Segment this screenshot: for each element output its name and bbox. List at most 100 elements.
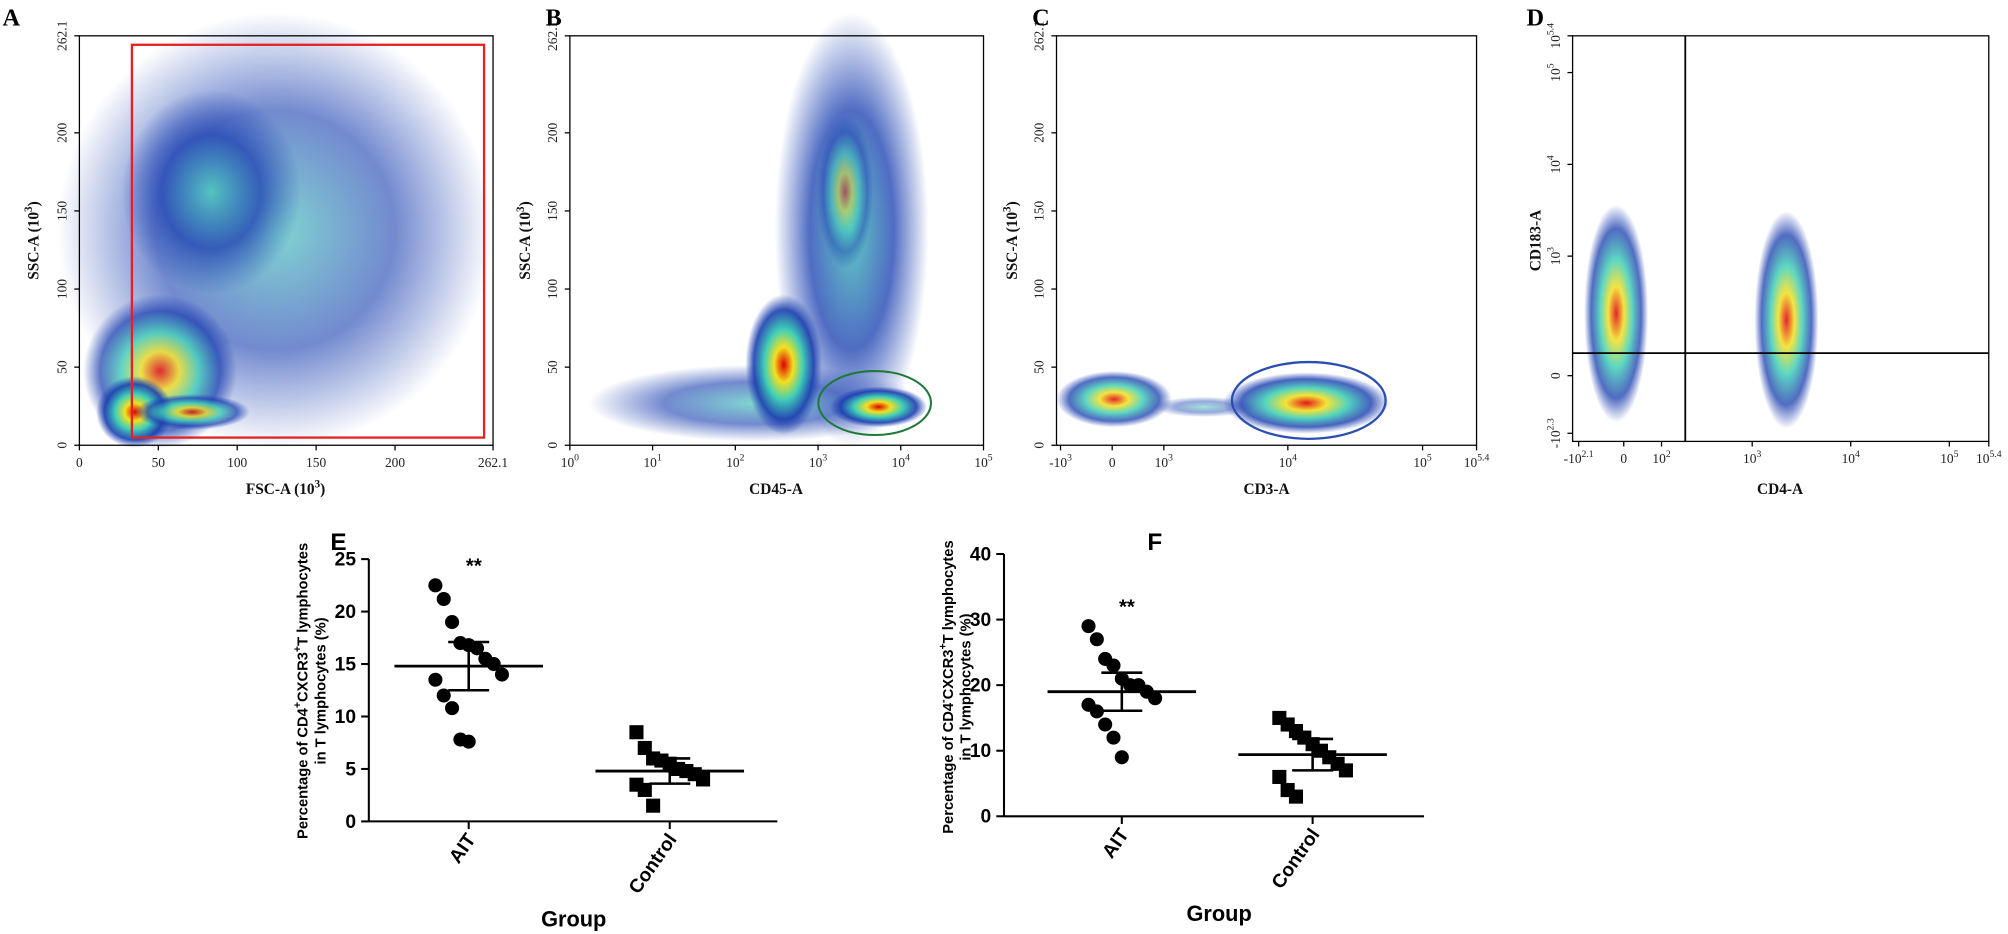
superscript: 2.3	[1545, 418, 1556, 430]
y-tick-label: 0	[1032, 442, 1047, 449]
text-segment: in T lymphocytes (%)	[313, 617, 329, 764]
panel: 0 50 100 150 200 262.1 0 50 100 150 200 262.1 FSC-A …	[3, 5, 509, 498]
x-axis-label: CD45-A	[749, 481, 803, 498]
data-point	[1338, 763, 1353, 778]
y-tick-label: 20	[970, 676, 991, 697]
superscript: +	[292, 702, 304, 708]
panel-letter: F	[1147, 529, 1162, 556]
data-point	[1106, 730, 1121, 745]
x-tick-label: 100	[561, 453, 579, 470]
text-segment: 10	[1279, 455, 1293, 470]
y-axis-label: Percentage of CD4+CXCR3+T lymphocytes	[292, 543, 311, 839]
y-tick-label: 200	[545, 122, 560, 142]
text-segment: 10	[1548, 35, 1563, 49]
text-segment: 10	[1548, 68, 1563, 82]
y-tick-label: 25	[335, 550, 357, 571]
text-segment: T lymphocytes	[295, 543, 311, 646]
data-point	[1098, 717, 1113, 732]
text-segment: )	[1004, 201, 1021, 206]
text-segment: 10	[561, 455, 575, 470]
superscript: 5	[988, 453, 993, 464]
x-tick-label: 101	[643, 453, 661, 470]
x-tick-label: 262.1	[478, 455, 508, 470]
data-point	[1114, 750, 1129, 765]
y-tick-label: 40	[970, 544, 991, 565]
y-tick-label: 15	[335, 654, 357, 675]
data-point	[1106, 658, 1121, 673]
data-point	[428, 578, 443, 593]
data-point	[469, 641, 485, 656]
data-point	[494, 667, 510, 682]
x-tick-label: AIT	[1099, 825, 1134, 863]
x-tick-label: 103	[809, 453, 827, 470]
x-tick-label: 200	[385, 455, 405, 470]
y-tick-label: 50	[1032, 360, 1047, 374]
superscript: 2	[1666, 449, 1671, 460]
x-axis-label: CD3-A	[1243, 481, 1289, 498]
y-axis-label: SSC-A (103)	[23, 201, 42, 279]
y-tick-label: 0	[1548, 372, 1563, 379]
y-axis-label: SSC-A (103)	[1001, 201, 1020, 279]
panel: -102.1 0 102 103 104 105 105.4-102.30103104105…	[1526, 5, 2001, 498]
x-tick-label: Control	[625, 830, 681, 898]
panel-letter: E	[330, 529, 346, 556]
data-point	[486, 656, 501, 672]
superscript: 5.4	[1477, 453, 1489, 464]
y-tick-label: 5	[345, 759, 356, 780]
x-axis-label: FSC-A (103)	[246, 478, 325, 497]
y-tick-label: 104	[1545, 155, 1562, 173]
y-axis-label: in T lymphocytes (%)	[313, 617, 329, 764]
gates	[130, 35, 1989, 442]
x-tick-label: 0	[76, 455, 83, 470]
panel-letter: B	[546, 5, 562, 32]
superscript: 4	[1292, 453, 1297, 464]
data-point	[461, 734, 476, 749]
superscript: 3	[1168, 453, 1173, 464]
text-segment: 10	[1464, 455, 1478, 470]
text-segment: 10	[1548, 252, 1563, 266]
x-tick-label: 50	[152, 455, 166, 470]
data-point	[629, 725, 644, 740]
panel: -103 0 103 104 105 105.4050100150200262.1CD3-…	[1001, 5, 1489, 498]
superscript: 3	[1545, 247, 1556, 252]
text-segment: 10	[1842, 451, 1856, 466]
text-segment: Percentage of CD4	[941, 702, 957, 834]
x-tick-label: AIT	[446, 830, 481, 868]
text-segment: -10	[1564, 451, 1582, 466]
data-point	[428, 672, 443, 687]
y-tick-label: 262.1	[1032, 21, 1047, 51]
superscript: 3	[822, 453, 827, 464]
y-tick-label: 0	[345, 812, 356, 833]
x-tick-label: 105	[1940, 449, 1958, 466]
panel-letter: D	[1526, 5, 1544, 32]
text-segment: 10	[726, 455, 740, 470]
text-segment: T lymphocytes	[941, 540, 957, 643]
y-tick-label: 10	[970, 741, 991, 762]
x-tick-label: 104	[1842, 449, 1860, 466]
cloud	[121, 89, 301, 295]
y-tick-label: 262.1	[55, 21, 70, 51]
text-segment: Percentage of CD4	[295, 707, 311, 839]
cloud	[134, 394, 250, 430]
y-axis-label: CD183-A	[1528, 210, 1545, 271]
superscript: 5	[1427, 453, 1432, 464]
data-point	[646, 798, 661, 813]
superscript: 5	[1545, 63, 1556, 68]
y-tick-label: 0	[981, 807, 992, 828]
y-tick-label: 150	[545, 201, 560, 221]
text-segment: 10	[892, 455, 906, 470]
data-point	[1081, 619, 1096, 634]
significance: **	[466, 555, 482, 578]
y-tick-label: 200	[55, 122, 70, 142]
text-segment: -10	[1049, 455, 1067, 470]
superscript: 4	[1855, 449, 1860, 460]
y-tick-label: 262.1	[545, 21, 560, 51]
y-axis-label: in T lymphocytes (%)	[959, 613, 975, 760]
y-tick-label: -102.3	[1545, 418, 1562, 448]
text-segment: 10	[1652, 451, 1666, 466]
superscript: -	[937, 699, 949, 703]
plot-frame	[1055, 35, 1478, 446]
y-tick-label: 200	[1032, 122, 1047, 142]
